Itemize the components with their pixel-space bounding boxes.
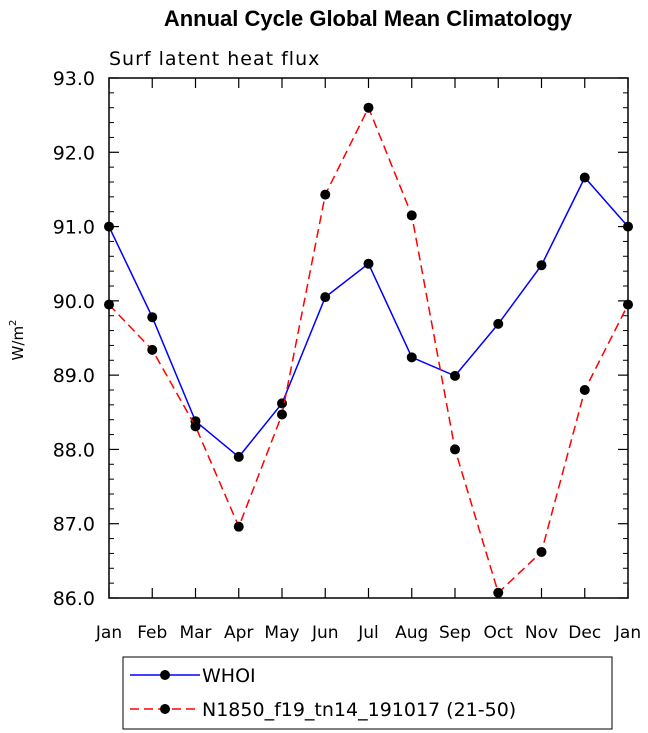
data-point bbox=[363, 258, 374, 269]
y-axis-label-unit: W/m bbox=[9, 326, 27, 361]
series-layer bbox=[104, 102, 633, 598]
legend-item: WHOI bbox=[130, 665, 256, 687]
x-tick-label: Oct bbox=[484, 623, 514, 643]
y-axis: 86.0 87.0 88.0 89.0 90.0 91.0 92.0 93.0 bbox=[53, 68, 628, 610]
y-tick-label: 91.0 bbox=[53, 217, 95, 239]
x-tick-label: Dec bbox=[568, 623, 601, 643]
data-point bbox=[104, 299, 114, 310]
x-axis: Jan Feb Mar Apr May Jun Jul Aug Sep Oct Nov Dec Jan bbox=[95, 78, 641, 643]
y-tick-label: 86.0 bbox=[53, 588, 95, 610]
data-point bbox=[406, 210, 417, 221]
x-tick-label: Mar bbox=[179, 623, 211, 643]
series-line bbox=[108, 176, 629, 458]
series-1 bbox=[104, 172, 633, 462]
data-point bbox=[104, 221, 114, 232]
legend-label: WHOI bbox=[202, 665, 256, 687]
x-tick-label: Sep bbox=[439, 623, 471, 643]
data-point bbox=[147, 344, 158, 355]
data-point bbox=[536, 260, 547, 271]
data-point bbox=[406, 352, 417, 363]
data-point bbox=[450, 444, 460, 455]
legend-marker bbox=[160, 704, 170, 714]
data-point bbox=[579, 385, 590, 395]
x-tick-label: Jun bbox=[311, 623, 339, 643]
y-axis-label-superscript: 2 bbox=[8, 320, 19, 326]
data-point bbox=[623, 299, 633, 310]
data-point bbox=[190, 421, 201, 432]
x-tick-label: Jan bbox=[95, 623, 122, 643]
legend: WHOI N1850_f19_tn14_191017 (21-50) bbox=[122, 656, 613, 730]
data-point bbox=[623, 221, 633, 232]
x-tick-label: Nov bbox=[525, 623, 558, 643]
x-tick-label: Feb bbox=[137, 623, 167, 643]
data-point bbox=[450, 370, 460, 381]
legend-label: N1850_f19_tn14_191017 (21-50) bbox=[202, 699, 516, 721]
plot-frame bbox=[108, 77, 629, 599]
chart-subtitle: Surf latent heat flux bbox=[109, 48, 320, 70]
y-axis-label: W/m2 bbox=[8, 320, 27, 361]
legend-item: N1850_f19_tn14_191017 (21-50) bbox=[130, 699, 516, 721]
data-point bbox=[493, 587, 504, 598]
x-tick-label: Aug bbox=[395, 623, 428, 643]
data-point bbox=[233, 451, 244, 462]
legend-marker bbox=[160, 670, 170, 680]
series-2 bbox=[104, 102, 633, 598]
y-tick-label: 93.0 bbox=[53, 68, 95, 90]
x-tick-label: Apr bbox=[224, 623, 253, 643]
data-point bbox=[493, 318, 504, 329]
plot-border bbox=[108, 77, 629, 599]
data-point bbox=[320, 292, 331, 303]
data-point bbox=[277, 409, 287, 420]
data-point bbox=[363, 102, 374, 113]
y-tick-label: 92.0 bbox=[53, 142, 95, 164]
data-point bbox=[147, 312, 158, 323]
x-tick-label: May bbox=[264, 623, 299, 643]
data-point bbox=[320, 189, 331, 200]
y-tick-label: 87.0 bbox=[53, 514, 95, 536]
x-tick-label: Jan bbox=[614, 623, 641, 643]
data-point bbox=[233, 521, 244, 532]
series-line bbox=[108, 105, 629, 595]
y-tick-label: 89.0 bbox=[53, 365, 95, 387]
y-tick-label: 90.0 bbox=[53, 291, 95, 313]
legend-box bbox=[122, 656, 613, 730]
y-tick-label: 88.0 bbox=[53, 439, 95, 461]
x-tick-label: Jul bbox=[357, 623, 379, 643]
data-point bbox=[579, 172, 590, 183]
data-point bbox=[536, 546, 547, 557]
chart-title: Annual Cycle Global Mean Climatology bbox=[164, 6, 573, 31]
